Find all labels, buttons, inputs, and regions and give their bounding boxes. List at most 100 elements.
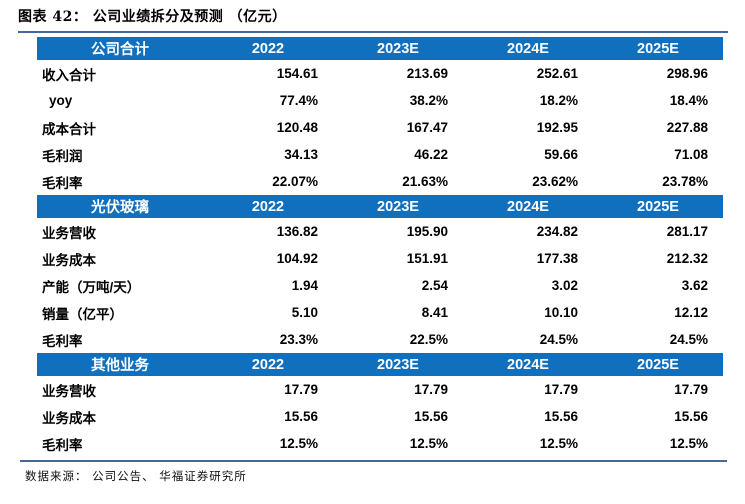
figure-title: 图表 42： 公司业绩拆分及预测 （亿元） xyxy=(18,9,287,25)
cell-value: 167.47 xyxy=(333,114,463,141)
cell-value: 1.94 xyxy=(203,272,333,299)
table-row: 业务营收 136.82 195.90 234.82 281.17 xyxy=(37,218,723,245)
table-row: 毛利率 12.5% 12.5% 12.5% 12.5% xyxy=(37,430,723,457)
cell-value: 17.79 xyxy=(593,376,723,403)
row-label: 业务成本 xyxy=(37,245,203,272)
row-label: 毛利率 xyxy=(37,326,203,353)
year-column-header: 2024E xyxy=(463,195,593,218)
cell-value: 12.5% xyxy=(203,430,333,457)
row-label: 毛利率 xyxy=(37,430,203,457)
cell-value: 104.92 xyxy=(203,245,333,272)
cell-value: 154.61 xyxy=(203,60,333,87)
cell-value: 151.91 xyxy=(333,245,463,272)
cell-value: 227.88 xyxy=(593,114,723,141)
section-header-row: 光伏玻璃 2022 2023E 2024E 2025E xyxy=(37,195,723,218)
cell-value: 71.08 xyxy=(593,141,723,168)
cell-value: 38.2% xyxy=(333,87,463,114)
report-table-body: 公司合计 2022 2023E 2024E 2025E 收入合计 154.61 213.69 2… xyxy=(37,37,723,457)
year-column-header: 2022 xyxy=(203,37,333,60)
cell-value: 3.02 xyxy=(463,272,593,299)
year-column-header: 2022 xyxy=(203,353,333,376)
table-row: 成本合计 120.48 167.47 192.95 227.88 xyxy=(37,114,723,141)
cell-value: 15.56 xyxy=(463,403,593,430)
footer-divider-line xyxy=(20,460,727,462)
cell-value: 281.17 xyxy=(593,218,723,245)
cell-value: 2.54 xyxy=(333,272,463,299)
table-row: 业务成本 15.56 15.56 15.56 15.56 xyxy=(37,403,723,430)
cell-value: 8.41 xyxy=(333,299,463,326)
row-label: 业务营收 xyxy=(37,376,203,403)
row-label: 成本合计 xyxy=(37,114,203,141)
cell-value: 195.90 xyxy=(333,218,463,245)
cell-value: 23.3% xyxy=(203,326,333,353)
cell-value: 22.5% xyxy=(333,326,463,353)
cell-value: 252.61 xyxy=(463,60,593,87)
cell-value: 46.22 xyxy=(333,141,463,168)
year-column-header: 2025E xyxy=(593,195,723,218)
cell-value: 18.4% xyxy=(593,87,723,114)
row-label: 业务营收 xyxy=(37,218,203,245)
cell-value: 120.48 xyxy=(203,114,333,141)
report-table: 公司合计 2022 2023E 2024E 2025E 收入合计 154.61 213.69 2… xyxy=(37,37,723,457)
year-column-header: 2024E xyxy=(463,37,593,60)
row-label: 销量（亿平） xyxy=(37,299,203,326)
cell-value: 17.79 xyxy=(203,376,333,403)
cell-value: 24.5% xyxy=(463,326,593,353)
cell-value: 23.62% xyxy=(463,168,593,195)
table-row: 毛利润 34.13 46.22 59.66 71.08 xyxy=(37,141,723,168)
year-column-header: 2025E xyxy=(593,353,723,376)
cell-value: 21.63% xyxy=(333,168,463,195)
cell-value: 77.4% xyxy=(203,87,333,114)
cell-value: 22.07% xyxy=(203,168,333,195)
table-row: 毛利率 23.3% 22.5% 24.5% 24.5% xyxy=(37,326,723,353)
cell-value: 24.5% xyxy=(593,326,723,353)
cell-value: 212.32 xyxy=(593,245,723,272)
year-column-header: 2023E xyxy=(333,353,463,376)
year-column-header: 2024E xyxy=(463,353,593,376)
cell-value: 3.62 xyxy=(593,272,723,299)
cell-value: 12.5% xyxy=(333,430,463,457)
cell-value: 15.56 xyxy=(593,403,723,430)
cell-value: 5.10 xyxy=(203,299,333,326)
cell-value: 298.96 xyxy=(593,60,723,87)
row-label: 产能（万吨/天） xyxy=(37,272,203,299)
cell-value: 17.79 xyxy=(333,376,463,403)
cell-value: 213.69 xyxy=(333,60,463,87)
table-row: 毛利率 22.07% 21.63% 23.62% 23.78% xyxy=(37,168,723,195)
row-label: 毛利润 xyxy=(37,141,203,168)
section-header-row: 其他业务 2022 2023E 2024E 2025E xyxy=(37,353,723,376)
section-title: 公司合计 xyxy=(37,37,203,60)
data-source-note: 数据来源： 公司公告、 华福证券研究所 xyxy=(25,469,247,483)
row-label: yoy xyxy=(37,87,203,114)
cell-value: 12.12 xyxy=(593,299,723,326)
row-label: 业务成本 xyxy=(37,403,203,430)
cell-value: 234.82 xyxy=(463,218,593,245)
year-column-header: 2023E xyxy=(333,37,463,60)
cell-value: 10.10 xyxy=(463,299,593,326)
cell-value: 59.66 xyxy=(463,141,593,168)
title-divider-line xyxy=(18,31,728,33)
cell-value: 177.38 xyxy=(463,245,593,272)
section-title: 光伏玻璃 xyxy=(37,195,203,218)
table-row: 收入合计 154.61 213.69 252.61 298.96 xyxy=(37,60,723,87)
cell-value: 17.79 xyxy=(463,376,593,403)
table-row: 产能（万吨/天） 1.94 2.54 3.02 3.62 xyxy=(37,272,723,299)
year-column-header: 2025E xyxy=(593,37,723,60)
year-column-header: 2022 xyxy=(203,195,333,218)
row-label: 收入合计 xyxy=(37,60,203,87)
cell-value: 34.13 xyxy=(203,141,333,168)
cell-value: 23.78% xyxy=(593,168,723,195)
table-row: 业务营收 17.79 17.79 17.79 17.79 xyxy=(37,376,723,403)
table-row: 业务成本 104.92 151.91 177.38 212.32 xyxy=(37,245,723,272)
section-header-row: 公司合计 2022 2023E 2024E 2025E xyxy=(37,37,723,60)
cell-value: 192.95 xyxy=(463,114,593,141)
cell-value: 18.2% xyxy=(463,87,593,114)
cell-value: 15.56 xyxy=(203,403,333,430)
cell-value: 12.5% xyxy=(463,430,593,457)
cell-value: 12.5% xyxy=(593,430,723,457)
section-title: 其他业务 xyxy=(37,353,203,376)
table-row: yoy 77.4% 38.2% 18.2% 18.4% xyxy=(37,87,723,114)
row-label: 毛利率 xyxy=(37,168,203,195)
cell-value: 136.82 xyxy=(203,218,333,245)
